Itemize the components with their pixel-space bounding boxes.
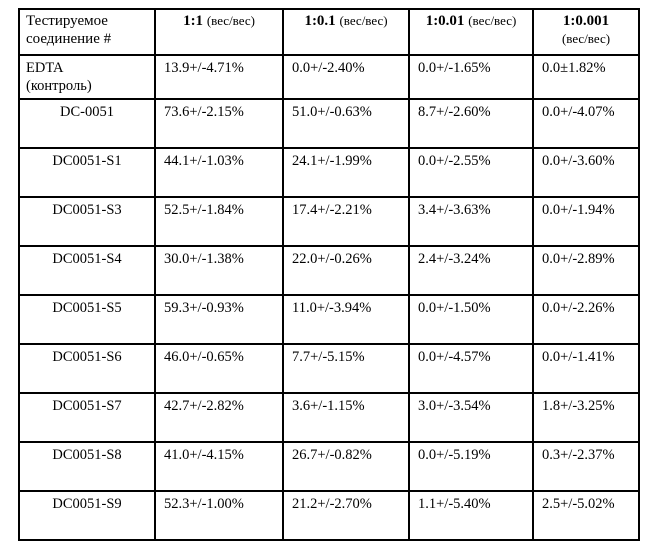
cell-ratio-4: 1.8+/-3.25% — [533, 393, 639, 442]
table-body: EDTA(контроль)13.9+/-4.71%0.0+/-2.40%0.0… — [19, 55, 639, 540]
table-row: DC0051-S4 30.0+/-1.38%22.0+/-0.26%2.4+/-3… — [19, 246, 639, 295]
row-label: DC0051-S3 — [19, 197, 155, 246]
ratio-4-value: 1:0.001 — [563, 13, 609, 29]
cell-ratio-1: 30.0+/-1.38% — [155, 246, 283, 295]
row-label-l1: DC0051-S9 — [52, 496, 121, 512]
cell-ratio-3: 2.4+/-3.24% — [409, 246, 533, 295]
cell-ratio-4: 0.0+/-4.07% — [533, 99, 639, 148]
cell-ratio-4: 0.3+/-2.37% — [533, 442, 639, 491]
row-label: DC0051-S5 — [19, 295, 155, 344]
col-header-ratio-4: 1:0.001 (вес/вес) — [533, 9, 639, 55]
col-header-ratio-3: 1:0.01 (вес/вес) — [409, 9, 533, 55]
row-label: DC0051-S8 — [19, 442, 155, 491]
row-label: EDTA (контроль) — [19, 55, 155, 99]
cell-ratio-4: 0.0+/-3.60% — [533, 148, 639, 197]
ratio-4-unit: (вес/вес) — [562, 31, 610, 46]
cell-ratio-1: 13.9+/-4.71% — [155, 55, 283, 99]
cell-ratio-3: 0.0+/-1.65% — [409, 55, 533, 99]
col-header-ratio-1: 1:1 (вес/вес) — [155, 9, 283, 55]
cell-ratio-4: 0.0±1.82% — [533, 55, 639, 99]
cell-ratio-3: 3.4+/-3.63% — [409, 197, 533, 246]
table-row: DC0051-S9 52.3+/-1.00%21.2+/-2.70%1.1+/-5… — [19, 491, 639, 540]
table-row: EDTA(контроль)13.9+/-4.71%0.0+/-2.40%0.0… — [19, 55, 639, 99]
ratio-3-unit: (вес/вес) — [468, 13, 516, 28]
cell-ratio-1: 41.0+/-4.15% — [155, 442, 283, 491]
row-label-l1: DC0051-S6 — [52, 349, 121, 365]
row-label-l1: DC0051-S8 — [52, 447, 121, 463]
table-row: DC0051-S7 42.7+/-2.82%3.6+/-1.15%3.0+/-3.… — [19, 393, 639, 442]
cell-ratio-4: 2.5+/-5.02% — [533, 491, 639, 540]
cell-ratio-2: 21.2+/-2.70% — [283, 491, 409, 540]
col-header-compound: Тестируемое соединение # — [19, 9, 155, 55]
cell-ratio-2: 26.7+/-0.82% — [283, 442, 409, 491]
col-header-compound-l1: Тестируемое — [26, 13, 108, 29]
cell-ratio-2: 3.6+/-1.15% — [283, 393, 409, 442]
row-label-l1: DC0051-S3 — [52, 202, 121, 218]
cell-ratio-3: 0.0+/-2.55% — [409, 148, 533, 197]
cell-ratio-2: 7.7+/-5.15% — [283, 344, 409, 393]
row-label-l1: DC-0051 — [60, 104, 114, 120]
table-row: DC0051-S8 41.0+/-4.15%26.7+/-0.82%0.0+/-5… — [19, 442, 639, 491]
col-header-compound-l2: соединение # — [26, 31, 111, 47]
ratio-2-value: 1:0.1 — [304, 13, 335, 29]
row-label: DC0051-S4 — [19, 246, 155, 295]
results-table: Тестируемое соединение # 1:1 (вес/вес) 1… — [18, 8, 640, 541]
cell-ratio-1: 42.7+/-2.82% — [155, 393, 283, 442]
cell-ratio-3: 3.0+/-3.54% — [409, 393, 533, 442]
row-label: DC0051-S7 — [19, 393, 155, 442]
cell-ratio-3: 1.1+/-5.40% — [409, 491, 533, 540]
cell-ratio-1: 52.3+/-1.00% — [155, 491, 283, 540]
ratio-1-unit: (вес/вес) — [207, 13, 255, 28]
row-label: DC0051-S6 — [19, 344, 155, 393]
row-label: DC0051-S1 — [19, 148, 155, 197]
row-label: DC0051-S9 — [19, 491, 155, 540]
table-row: DC0051-S1 44.1+/-1.03%24.1+/-1.99%0.0+/-2… — [19, 148, 639, 197]
cell-ratio-1: 73.6+/-2.15% — [155, 99, 283, 148]
ratio-3-value: 1:0.01 — [426, 13, 465, 29]
cell-ratio-1: 59.3+/-0.93% — [155, 295, 283, 344]
cell-ratio-2: 17.4+/-2.21% — [283, 197, 409, 246]
cell-ratio-4: 0.0+/-2.89% — [533, 246, 639, 295]
table-row: DC0051-S5 59.3+/-0.93%11.0+/-3.94%0.0+/-1… — [19, 295, 639, 344]
table-row: DC0051-S6 46.0+/-0.65%7.7+/-5.15%0.0+/-4.… — [19, 344, 639, 393]
cell-ratio-1: 44.1+/-1.03% — [155, 148, 283, 197]
ratio-2-unit: (вес/вес) — [339, 13, 387, 28]
cell-ratio-3: 8.7+/-2.60% — [409, 99, 533, 148]
cell-ratio-4: 0.0+/-1.41% — [533, 344, 639, 393]
cell-ratio-2: 0.0+/-2.40% — [283, 55, 409, 99]
col-header-ratio-2: 1:0.1 (вес/вес) — [283, 9, 409, 55]
row-label-l1: DC0051-S1 — [52, 153, 121, 169]
cell-ratio-1: 52.5+/-1.84% — [155, 197, 283, 246]
cell-ratio-2: 24.1+/-1.99% — [283, 148, 409, 197]
cell-ratio-3: 0.0+/-4.57% — [409, 344, 533, 393]
cell-ratio-3: 0.0+/-5.19% — [409, 442, 533, 491]
row-label: DC-0051 — [19, 99, 155, 148]
row-label-l2: (контроль) — [26, 78, 92, 94]
cell-ratio-2: 11.0+/-3.94% — [283, 295, 409, 344]
table-row: DC-0051 73.6+/-2.15%51.0+/-0.63%8.7+/-2.6… — [19, 99, 639, 148]
cell-ratio-4: 0.0+/-1.94% — [533, 197, 639, 246]
cell-ratio-2: 51.0+/-0.63% — [283, 99, 409, 148]
cell-ratio-3: 0.0+/-1.50% — [409, 295, 533, 344]
table-header-row: Тестируемое соединение # 1:1 (вес/вес) 1… — [19, 9, 639, 55]
row-label-l1: DC0051-S7 — [52, 398, 121, 414]
row-label-l1: DC0051-S4 — [52, 251, 121, 267]
row-label-l1: EDTA — [26, 60, 64, 76]
cell-ratio-1: 46.0+/-0.65% — [155, 344, 283, 393]
cell-ratio-2: 22.0+/-0.26% — [283, 246, 409, 295]
ratio-1-value: 1:1 — [183, 13, 203, 29]
row-label-l1: DC0051-S5 — [52, 300, 121, 316]
cell-ratio-4: 0.0+/-2.26% — [533, 295, 639, 344]
table-row: DC0051-S3 52.5+/-1.84%17.4+/-2.21%3.4+/-3… — [19, 197, 639, 246]
